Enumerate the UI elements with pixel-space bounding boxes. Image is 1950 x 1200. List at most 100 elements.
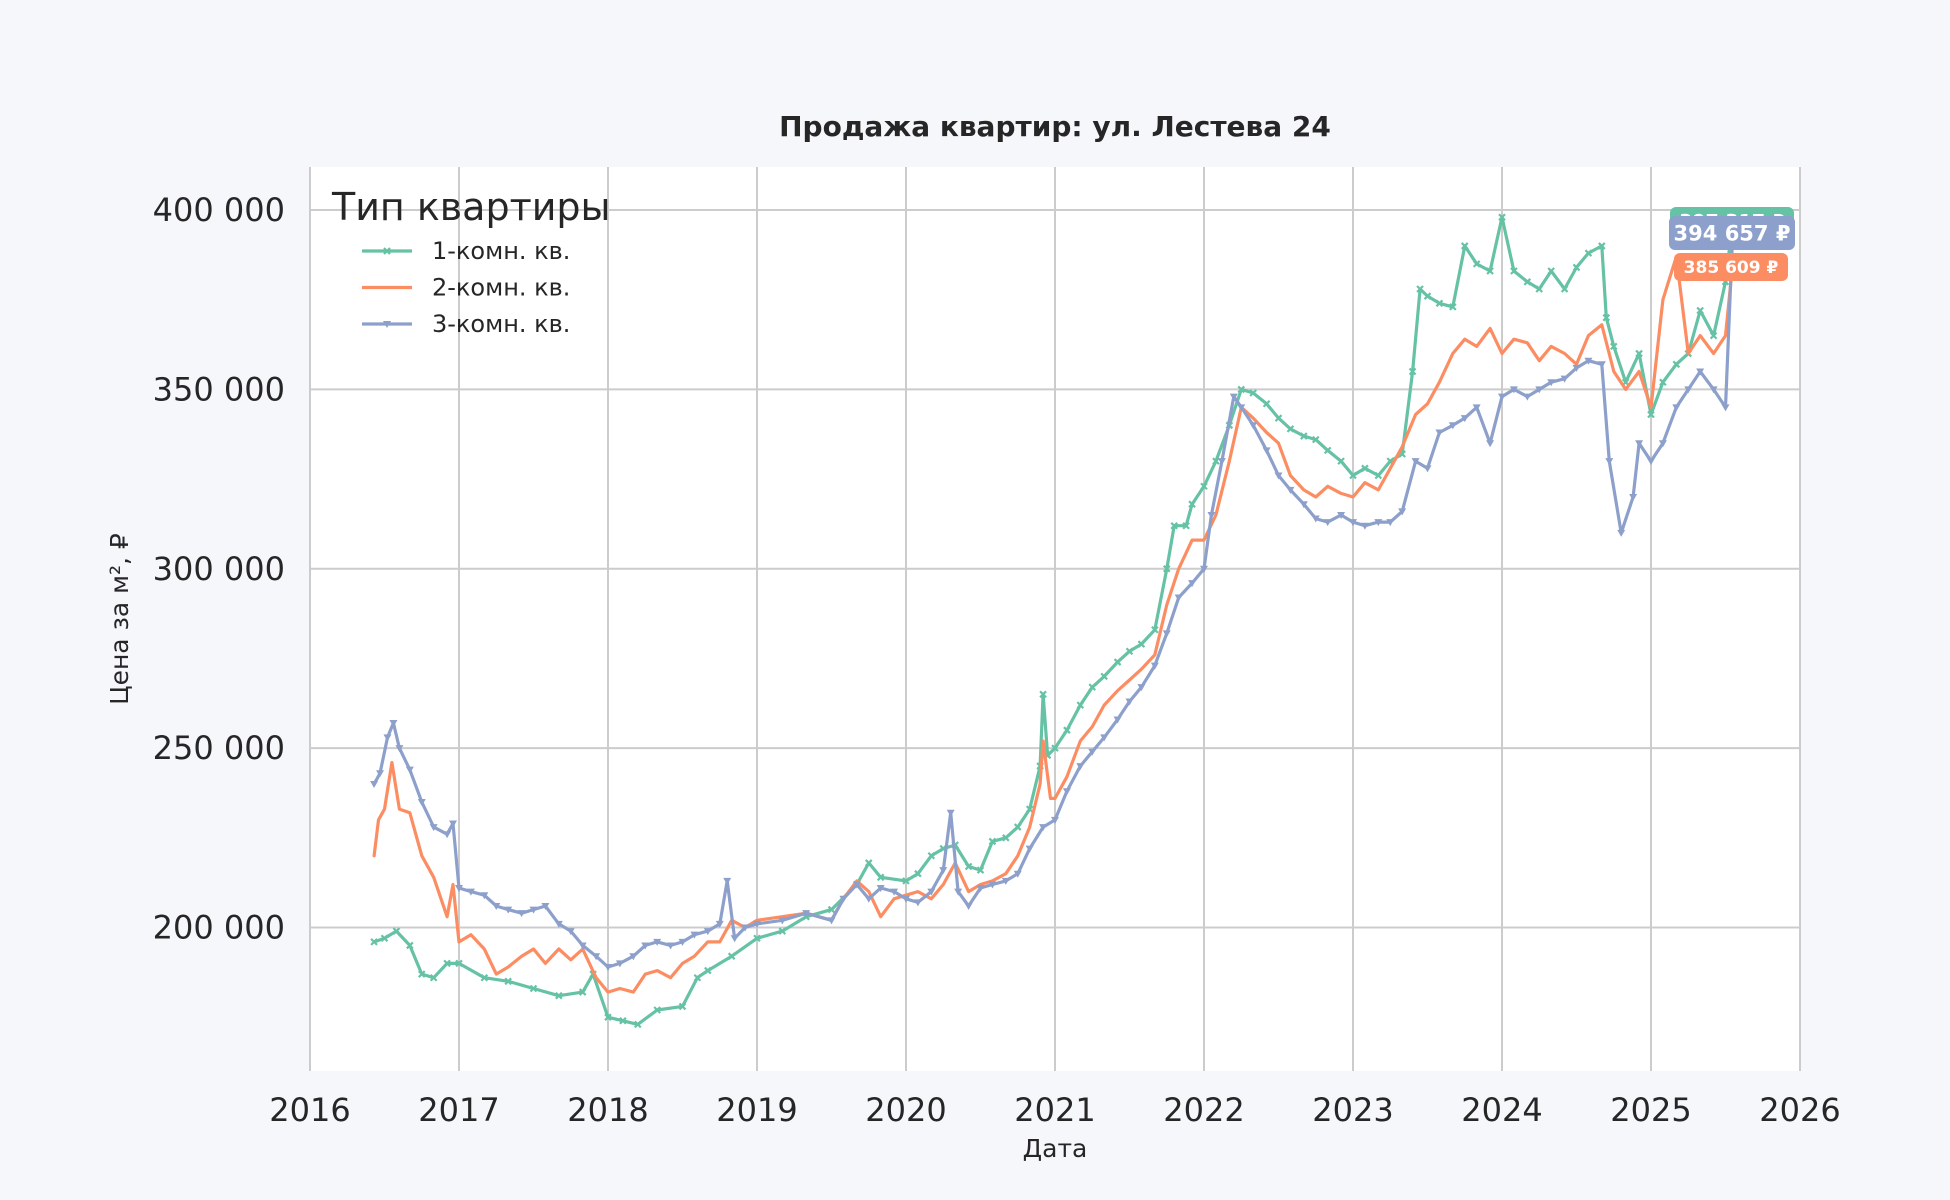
data-point xyxy=(578,942,587,950)
data-point xyxy=(1137,684,1146,692)
data-point xyxy=(1025,845,1034,853)
x-tick-labels: 2016 2017 2018 2019 2020 2021 2022 2023 2024 2025… xyxy=(269,1091,1840,1129)
data-point xyxy=(1100,734,1109,742)
data-point xyxy=(1125,647,1134,656)
data-point xyxy=(1162,565,1171,573)
data-point xyxy=(383,734,392,742)
data-point xyxy=(578,988,587,996)
data-point xyxy=(1113,658,1122,666)
data-point xyxy=(1262,447,1271,455)
series-1 xyxy=(370,213,1737,1029)
end-label: 385 609 ₽ xyxy=(1674,253,1788,281)
x-tick-label: 2018 xyxy=(567,1091,648,1129)
end-labels: 397 317 ₽394 657 ₽385 609 ₽ xyxy=(1669,207,1795,281)
legend-title: Тип квартиры xyxy=(331,185,611,229)
data-point xyxy=(405,766,414,774)
data-point xyxy=(449,820,458,828)
y-tick-label: 400 000 xyxy=(153,191,285,229)
data-point xyxy=(592,953,601,961)
data-point xyxy=(1013,870,1022,878)
x-tick-label: 2023 xyxy=(1312,1091,1393,1129)
data-point xyxy=(1460,242,1469,250)
end-label-badge xyxy=(1669,216,1795,250)
series-3 xyxy=(370,226,1737,971)
data-point xyxy=(504,977,512,986)
data-point xyxy=(1423,465,1432,473)
data-point xyxy=(1672,360,1681,369)
data-point xyxy=(376,770,385,778)
data-point xyxy=(1150,662,1159,670)
data-point xyxy=(1337,511,1346,519)
data-point xyxy=(1629,494,1638,502)
data-point xyxy=(604,963,612,971)
data-point xyxy=(1162,630,1171,638)
data-point xyxy=(1597,361,1606,369)
x-tick-label: 2019 xyxy=(716,1091,797,1129)
x-tick-label: 2017 xyxy=(418,1091,499,1129)
data-point xyxy=(1509,386,1518,394)
data-point xyxy=(492,902,501,910)
data-point xyxy=(678,938,687,946)
data-point xyxy=(1635,440,1644,448)
data-point xyxy=(1374,519,1383,527)
data-point xyxy=(1374,471,1383,480)
data-point xyxy=(653,1006,661,1014)
data-point xyxy=(864,895,873,903)
data-point xyxy=(429,973,438,982)
data-point xyxy=(1408,367,1417,376)
y-tick-label: 250 000 xyxy=(153,729,285,767)
data-point xyxy=(1286,486,1295,494)
data-point xyxy=(1449,303,1457,311)
data-point xyxy=(615,960,624,968)
data-point xyxy=(1361,464,1369,473)
data-point xyxy=(1635,349,1643,358)
end-label: 394 657 ₽ xyxy=(1669,216,1795,250)
data-point xyxy=(604,1013,612,1021)
data-point xyxy=(1535,285,1544,293)
data-point xyxy=(1349,471,1357,480)
y-tick-label: 200 000 xyxy=(153,909,285,947)
data-point xyxy=(380,934,389,943)
legend-label: 2-комн. кв. xyxy=(432,274,570,302)
end-label-badge xyxy=(1674,253,1788,281)
data-point xyxy=(902,895,910,903)
data-point xyxy=(1498,213,1506,221)
data-point xyxy=(1088,748,1097,756)
data-point xyxy=(964,902,973,910)
data-point xyxy=(1659,378,1667,387)
data-point xyxy=(1605,458,1614,466)
data-point xyxy=(1286,425,1295,433)
data-point xyxy=(1088,683,1097,691)
data-point xyxy=(1200,482,1208,491)
data-point xyxy=(1001,877,1010,885)
data-point xyxy=(392,927,401,935)
data-point xyxy=(778,927,787,935)
data-point xyxy=(1609,342,1618,351)
data-point xyxy=(927,851,936,860)
data-point xyxy=(1486,440,1495,448)
data-point xyxy=(954,888,963,896)
data-point xyxy=(1572,364,1581,372)
data-point xyxy=(395,745,404,753)
legend-label: 1-комн. кв. xyxy=(432,237,570,265)
legend-marker xyxy=(383,247,391,255)
data-point xyxy=(1584,357,1593,365)
legend: Тип квартиры 1-комн. кв. 2-комн. кв. 3-ком… xyxy=(331,185,611,338)
data-point xyxy=(1523,393,1532,401)
data-point xyxy=(1684,386,1693,394)
data-point xyxy=(976,885,985,893)
data-point xyxy=(455,885,463,893)
data-point xyxy=(864,859,873,867)
data-point xyxy=(1523,278,1532,286)
data-point xyxy=(741,924,750,932)
data-point xyxy=(890,888,899,896)
data-point xyxy=(634,1020,642,1029)
data-point xyxy=(1498,393,1506,401)
data-point xyxy=(1617,529,1626,537)
data-point xyxy=(703,928,712,936)
data-point xyxy=(753,934,761,943)
data-point xyxy=(455,959,463,968)
data-point xyxy=(1323,446,1332,455)
data-point xyxy=(1311,515,1320,523)
data-point xyxy=(1672,404,1681,412)
